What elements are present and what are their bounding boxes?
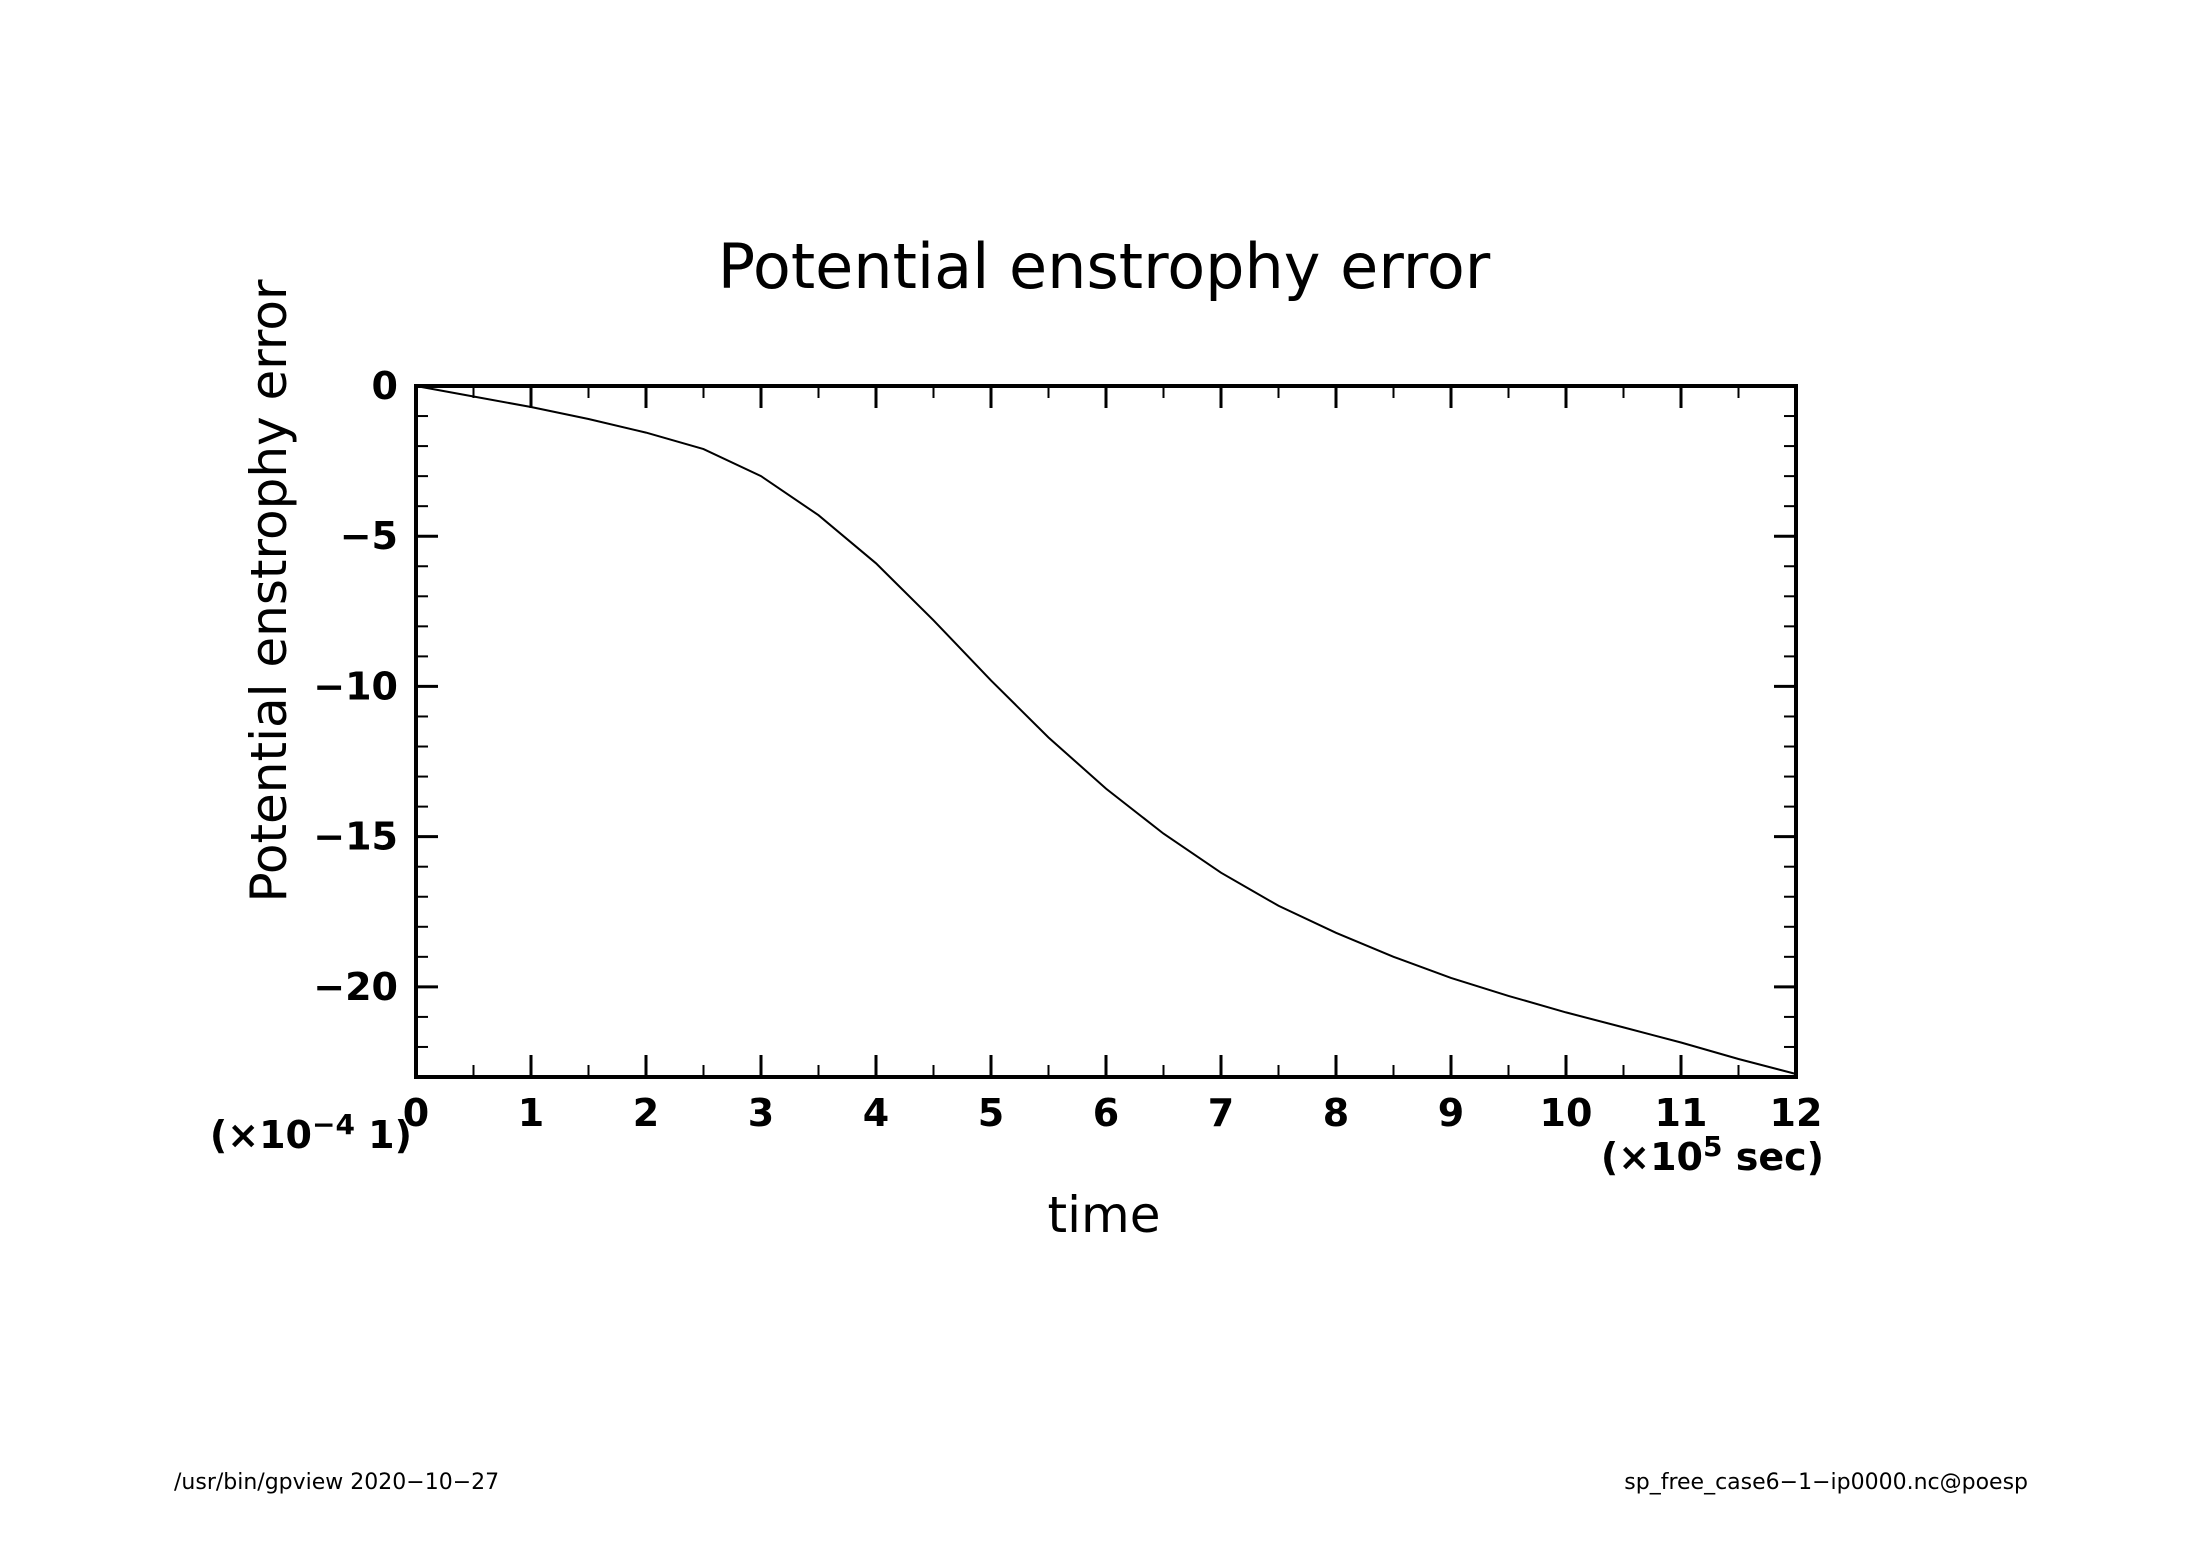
x-tick-label: 12 <box>1770 1091 1823 1135</box>
x-tick-label: 4 <box>863 1091 889 1135</box>
x-tick-label: 6 <box>1093 1091 1119 1135</box>
x-tick-label: 0 <box>403 1091 429 1135</box>
y-tick-label: −10 <box>313 664 398 708</box>
x-tick-label: 2 <box>633 1091 659 1135</box>
x-axis-title: time <box>1048 1186 1161 1244</box>
x-tick-label: 8 <box>1323 1091 1349 1135</box>
y-tick-label: −5 <box>340 514 398 558</box>
x-tick-label: 10 <box>1540 1091 1593 1135</box>
x-tick-label: 5 <box>978 1091 1004 1135</box>
footer-right: sp_free_case6−1−ip0000.nc@poesp <box>1624 1470 2028 1495</box>
chart-title: Potential enstrophy error <box>718 230 1491 303</box>
y-axis-title: Potential enstrophy error <box>240 279 298 902</box>
x-tick-label: 7 <box>1208 1091 1234 1135</box>
x-tick-label: 11 <box>1655 1091 1708 1135</box>
footer-left: /usr/bin/gpview 2020−10−27 <box>174 1470 499 1495</box>
y-tick-label: −20 <box>313 965 398 1009</box>
y-tick-label: −15 <box>313 815 398 859</box>
x-tick-label: 9 <box>1438 1091 1464 1135</box>
axis-ticks <box>414 384 1798 1078</box>
x-tick-label: 1 <box>518 1091 544 1135</box>
y-scale-factor: (×10−4 1) <box>210 1108 412 1157</box>
tick-labels: 0 1 2 3 4 5 6 7 8 9 10 11 120−5−10−15−20 <box>313 364 1822 1135</box>
y-tick-label: 0 <box>372 364 398 408</box>
series-line <box>415 385 1797 1075</box>
x-scale-factor: (×105 sec) <box>1601 1130 1824 1179</box>
plot-frame <box>414 384 1798 1079</box>
x-tick-label: 3 <box>748 1091 774 1135</box>
